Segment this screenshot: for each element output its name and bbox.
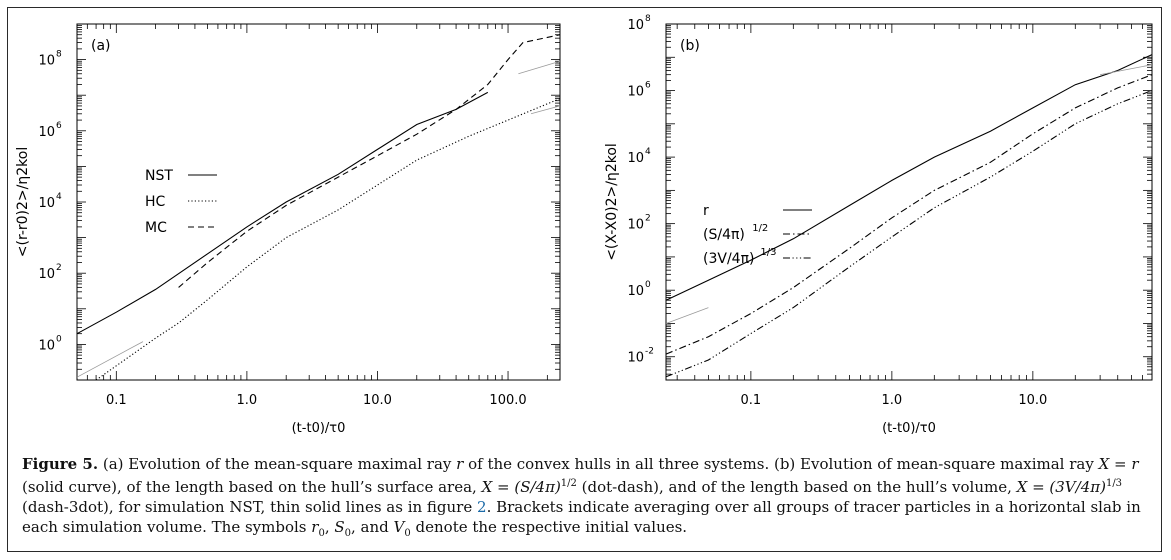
legend-label: MC <box>145 220 167 236</box>
x-axis-label: (t-t0)/τ0 <box>882 421 936 436</box>
series-line <box>95 98 561 381</box>
y-tick-exponent: 0 <box>56 334 62 344</box>
caption-text: (solid curve), of the length based on th… <box>22 478 482 496</box>
legend-label: r <box>703 203 709 219</box>
x-tick-label: 0.1 <box>741 393 762 408</box>
x-tick-label: 1.0 <box>237 393 258 408</box>
y-axis-label: <(r-r0)2>/η2kol <box>15 147 31 257</box>
y-tick-label: 10 <box>627 218 644 233</box>
legend-label: NST <box>145 168 173 184</box>
caption-text: , <box>324 518 335 536</box>
caption-sub: 0 <box>344 528 352 539</box>
x-axis-label: (t-t0)/τ0 <box>292 421 346 436</box>
y-tick-label: 10 <box>627 85 644 100</box>
x-tick-label: 100.0 <box>489 393 526 408</box>
figure-caption: Figure 5. (a) Evolution of the mean-squa… <box>22 454 1142 544</box>
series-line <box>665 74 1153 355</box>
reference-line <box>1100 64 1153 76</box>
reference-line <box>530 105 561 115</box>
caption-math: X = (3V/4π) <box>1016 478 1106 496</box>
plot-area-frame <box>665 23 1153 381</box>
y-tick-exponent: 0 <box>645 280 651 290</box>
caption-text: . Brackets indicate averaging over all g… <box>22 498 1141 536</box>
y-tick-exponent: 6 <box>645 81 651 91</box>
figure-frame <box>7 7 1162 552</box>
caption-sub: 0 <box>404 528 411 539</box>
y-tick-exponent: -2 <box>645 347 654 357</box>
caption-math: X = (S/4π) <box>481 478 561 496</box>
legend-label: (S/4π) <box>703 227 745 243</box>
y-tick-exponent: 4 <box>56 192 62 202</box>
caption-text: (dot-dash), and of the length based on t… <box>576 478 1017 496</box>
panel-label: (b) <box>680 38 700 54</box>
x-tick-label: 0.1 <box>106 393 127 408</box>
reference-line <box>76 341 144 378</box>
caption-math: r <box>311 518 319 536</box>
series-line <box>76 91 489 335</box>
y-tick-label: 10 <box>38 338 55 353</box>
x-tick-label: 10.0 <box>363 393 392 408</box>
y-tick-exponent: 6 <box>56 121 62 131</box>
caption-text: denote the respective initial values. <box>410 518 688 536</box>
caption-sub: 0 <box>318 528 325 539</box>
reference-line <box>665 307 709 324</box>
panel-label: (a) <box>91 38 111 54</box>
series-line <box>665 54 1153 301</box>
x-tick-label: 1.0 <box>882 393 903 408</box>
legend-label: HC <box>145 194 166 210</box>
y-tick-label: 10 <box>627 284 644 299</box>
caption-math: X = r <box>1098 455 1139 473</box>
caption-math: r <box>456 455 464 473</box>
y-tick-exponent: 8 <box>645 14 651 24</box>
y-tick-label: 10 <box>627 351 644 366</box>
y-tick-exponent: 2 <box>56 263 62 273</box>
y-tick-label: 10 <box>38 196 55 211</box>
caption-text: of the convex hulls in all three systems… <box>463 455 1099 473</box>
legend-label: (3V/4π) <box>703 251 754 267</box>
y-tick-exponent: 2 <box>645 214 651 224</box>
reference-line <box>518 60 561 75</box>
y-tick-label: 10 <box>38 125 55 140</box>
caption-math: V <box>393 518 405 536</box>
caption-sup: 1/2 <box>560 478 577 489</box>
series-line <box>178 34 561 288</box>
y-tick-label: 10 <box>627 151 644 166</box>
x-tick-label: 10.0 <box>1018 393 1047 408</box>
y-tick-exponent: 4 <box>645 147 651 157</box>
y-tick-label: 10 <box>38 267 55 282</box>
caption-text: (a) Evolution of the mean-square maximal… <box>98 455 457 473</box>
series-line <box>665 89 1153 378</box>
caption-text: (dash-3dot), for simulation NST, thin so… <box>22 498 478 516</box>
y-tick-label: 10 <box>627 18 644 33</box>
legend-label-sup: 1/2 <box>752 223 768 234</box>
caption-text: , and <box>351 518 394 536</box>
figure-reference-link[interactable]: 2 <box>477 498 487 516</box>
y-tick-exponent: 8 <box>56 50 62 60</box>
y-axis-label: <(X-X0)2>/η2kol <box>604 143 620 261</box>
caption-math: S <box>334 518 345 536</box>
legend-label-sup: 1/3 <box>760 247 776 258</box>
caption-sup: 1/3 <box>1105 478 1123 489</box>
caption-label: Figure 5. <box>22 455 99 473</box>
y-tick-label: 10 <box>38 54 55 69</box>
